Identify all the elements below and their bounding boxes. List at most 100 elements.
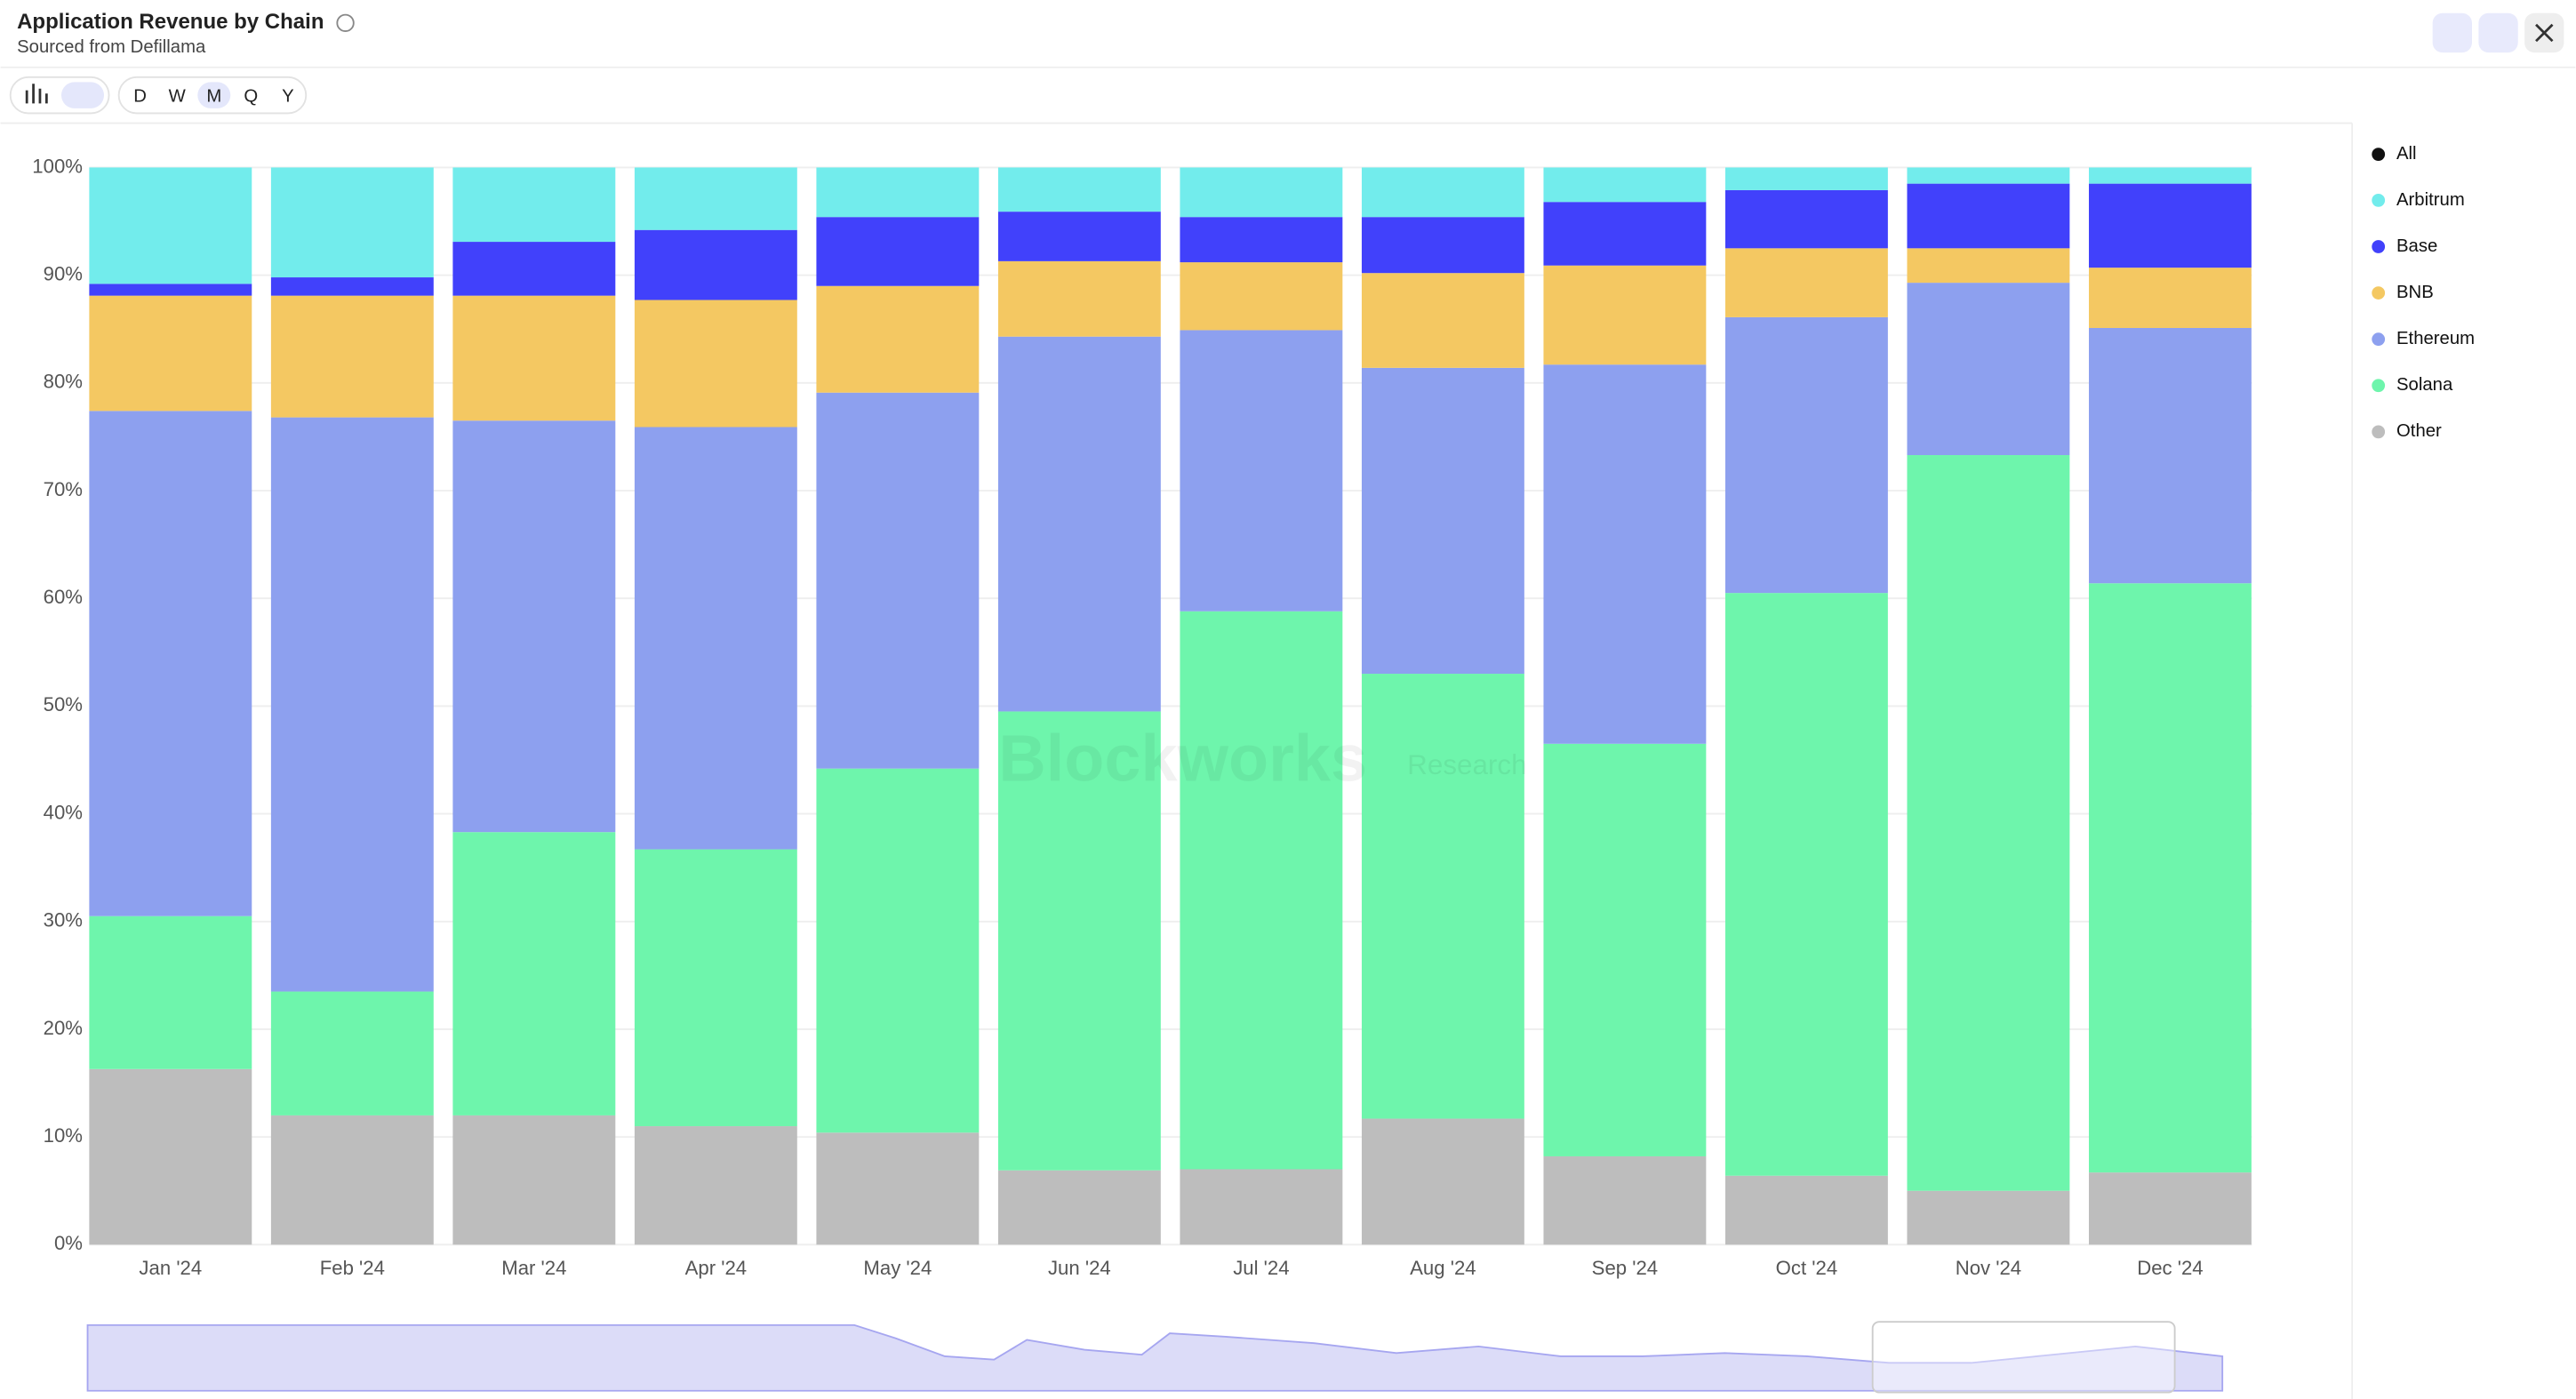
chart-subtitle: Sourced from Defillama — [17, 37, 206, 57]
bar-segment — [89, 915, 252, 1069]
y-tick-label: 60% — [44, 586, 83, 608]
bar-segment — [2088, 328, 2252, 584]
bar-segment — [1361, 167, 1524, 218]
bar-segment — [452, 295, 616, 421]
bar-segment — [1907, 167, 2070, 184]
interval-button[interactable]: M — [206, 86, 221, 106]
interval-selected — [197, 82, 231, 108]
legend-swatch[interactable] — [2372, 286, 2386, 300]
legend-label[interactable]: Arbitrum — [2396, 190, 2465, 210]
bar-segment — [1180, 1169, 1343, 1245]
bar-segment — [816, 768, 980, 1133]
y-tick-label: 50% — [44, 693, 83, 715]
x-tick-label: Apr '24 — [685, 1257, 748, 1279]
y-tick-label: 10% — [44, 1124, 83, 1147]
legend-label[interactable]: Ethereum — [2396, 329, 2475, 348]
bar-segment — [1724, 248, 1888, 317]
legend-swatch[interactable] — [2372, 148, 2386, 162]
bar-segment — [1180, 611, 1343, 1170]
bar-segment — [452, 242, 616, 296]
interval-button[interactable]: D — [133, 86, 147, 106]
legend-label[interactable]: All — [2396, 144, 2417, 164]
bar-segment — [1907, 183, 2070, 249]
percent-mode-button[interactable] — [60, 82, 105, 108]
legend-label[interactable]: Base — [2396, 236, 2437, 256]
interval-button[interactable]: W — [169, 86, 187, 106]
bar-segment — [1180, 330, 1343, 612]
bar-segment — [1361, 674, 1524, 1119]
navigator-window[interactable] — [1871, 1321, 2176, 1394]
x-tick-label: Jan '24 — [139, 1257, 202, 1279]
bar-segment — [634, 229, 797, 300]
legend-label[interactable]: BNB — [2396, 283, 2434, 302]
x-tick-label: Jun '24 — [1048, 1257, 1111, 1279]
bar-segment — [634, 849, 797, 1127]
bar-segment — [997, 336, 1161, 712]
bar-segment — [452, 167, 616, 243]
bar-segment — [452, 832, 616, 1115]
interval-group — [117, 76, 308, 115]
bar-segment — [270, 295, 434, 418]
y-tick-label: 40% — [44, 801, 83, 823]
bar-segment — [1724, 593, 1888, 1176]
bar-segment — [270, 417, 434, 992]
bar-segment — [1543, 202, 1707, 266]
x-tick-label: Nov '24 — [1956, 1257, 2021, 1279]
bar-segment — [1543, 364, 1707, 744]
legend-label[interactable]: Solana — [2396, 375, 2453, 395]
bar-segment — [1907, 248, 2070, 284]
bar-segment — [270, 991, 434, 1115]
legend-swatch[interactable] — [2372, 379, 2386, 393]
bar-segment — [2088, 183, 2252, 268]
watermark: Blockworks — [998, 722, 1367, 795]
export-button[interactable] — [2478, 12, 2518, 53]
bar-segment — [816, 167, 980, 218]
bar-segment — [816, 217, 980, 286]
interval-button[interactable]: Q — [244, 86, 258, 106]
bar-segment — [1180, 217, 1343, 263]
bar-segment — [89, 167, 252, 284]
bar-segment — [997, 711, 1161, 1171]
x-tick-label: Feb '24 — [320, 1257, 385, 1279]
bar-segment — [1724, 1175, 1888, 1245]
bar-segment — [1180, 262, 1343, 331]
chart-title: Application Revenue by Chain — [17, 10, 324, 34]
bar-segment — [89, 284, 252, 296]
bar-segment — [816, 285, 980, 393]
x-tick-label: Oct '24 — [1776, 1257, 1838, 1279]
y-tick-label: 90% — [44, 262, 83, 284]
bar-segment — [1907, 1190, 2070, 1245]
bar-segment — [1543, 167, 1707, 203]
share-button[interactable] — [2432, 12, 2472, 53]
bar-segment — [1543, 1155, 1707, 1245]
x-tick-label: Jul '24 — [1233, 1257, 1289, 1279]
chart-mode-group — [9, 76, 110, 115]
bar-mode-icon[interactable] — [25, 84, 48, 104]
bar-segment — [1180, 167, 1343, 218]
legend-swatch[interactable] — [2372, 193, 2386, 207]
y-tick-label: 100% — [32, 155, 83, 177]
bar-segment — [634, 167, 797, 230]
bar-segment — [1907, 455, 2070, 1191]
y-tick-label: 0% — [54, 1232, 83, 1254]
bar-segment — [452, 1115, 616, 1245]
legend-label[interactable]: Other — [2396, 421, 2442, 441]
bar-segment — [1361, 1118, 1524, 1245]
legend-swatch[interactable] — [2372, 332, 2386, 347]
bar-segment — [816, 1132, 980, 1245]
bar-segment — [1361, 273, 1524, 368]
info-icon[interactable] — [336, 13, 355, 33]
bar-segment — [270, 1115, 434, 1245]
bar-segment — [1361, 217, 1524, 274]
interval-button[interactable]: Y — [282, 86, 294, 106]
bar-segment — [270, 277, 434, 296]
bar-segment — [634, 1126, 797, 1245]
y-tick-label: 80% — [44, 371, 83, 393]
bar-segment — [1724, 316, 1888, 594]
x-tick-label: Mar '24 — [501, 1257, 566, 1279]
legend-swatch[interactable] — [2372, 425, 2386, 439]
legend-swatch[interactable] — [2372, 240, 2386, 253]
bar-segment — [89, 1068, 252, 1245]
close-icon — [2535, 23, 2554, 43]
